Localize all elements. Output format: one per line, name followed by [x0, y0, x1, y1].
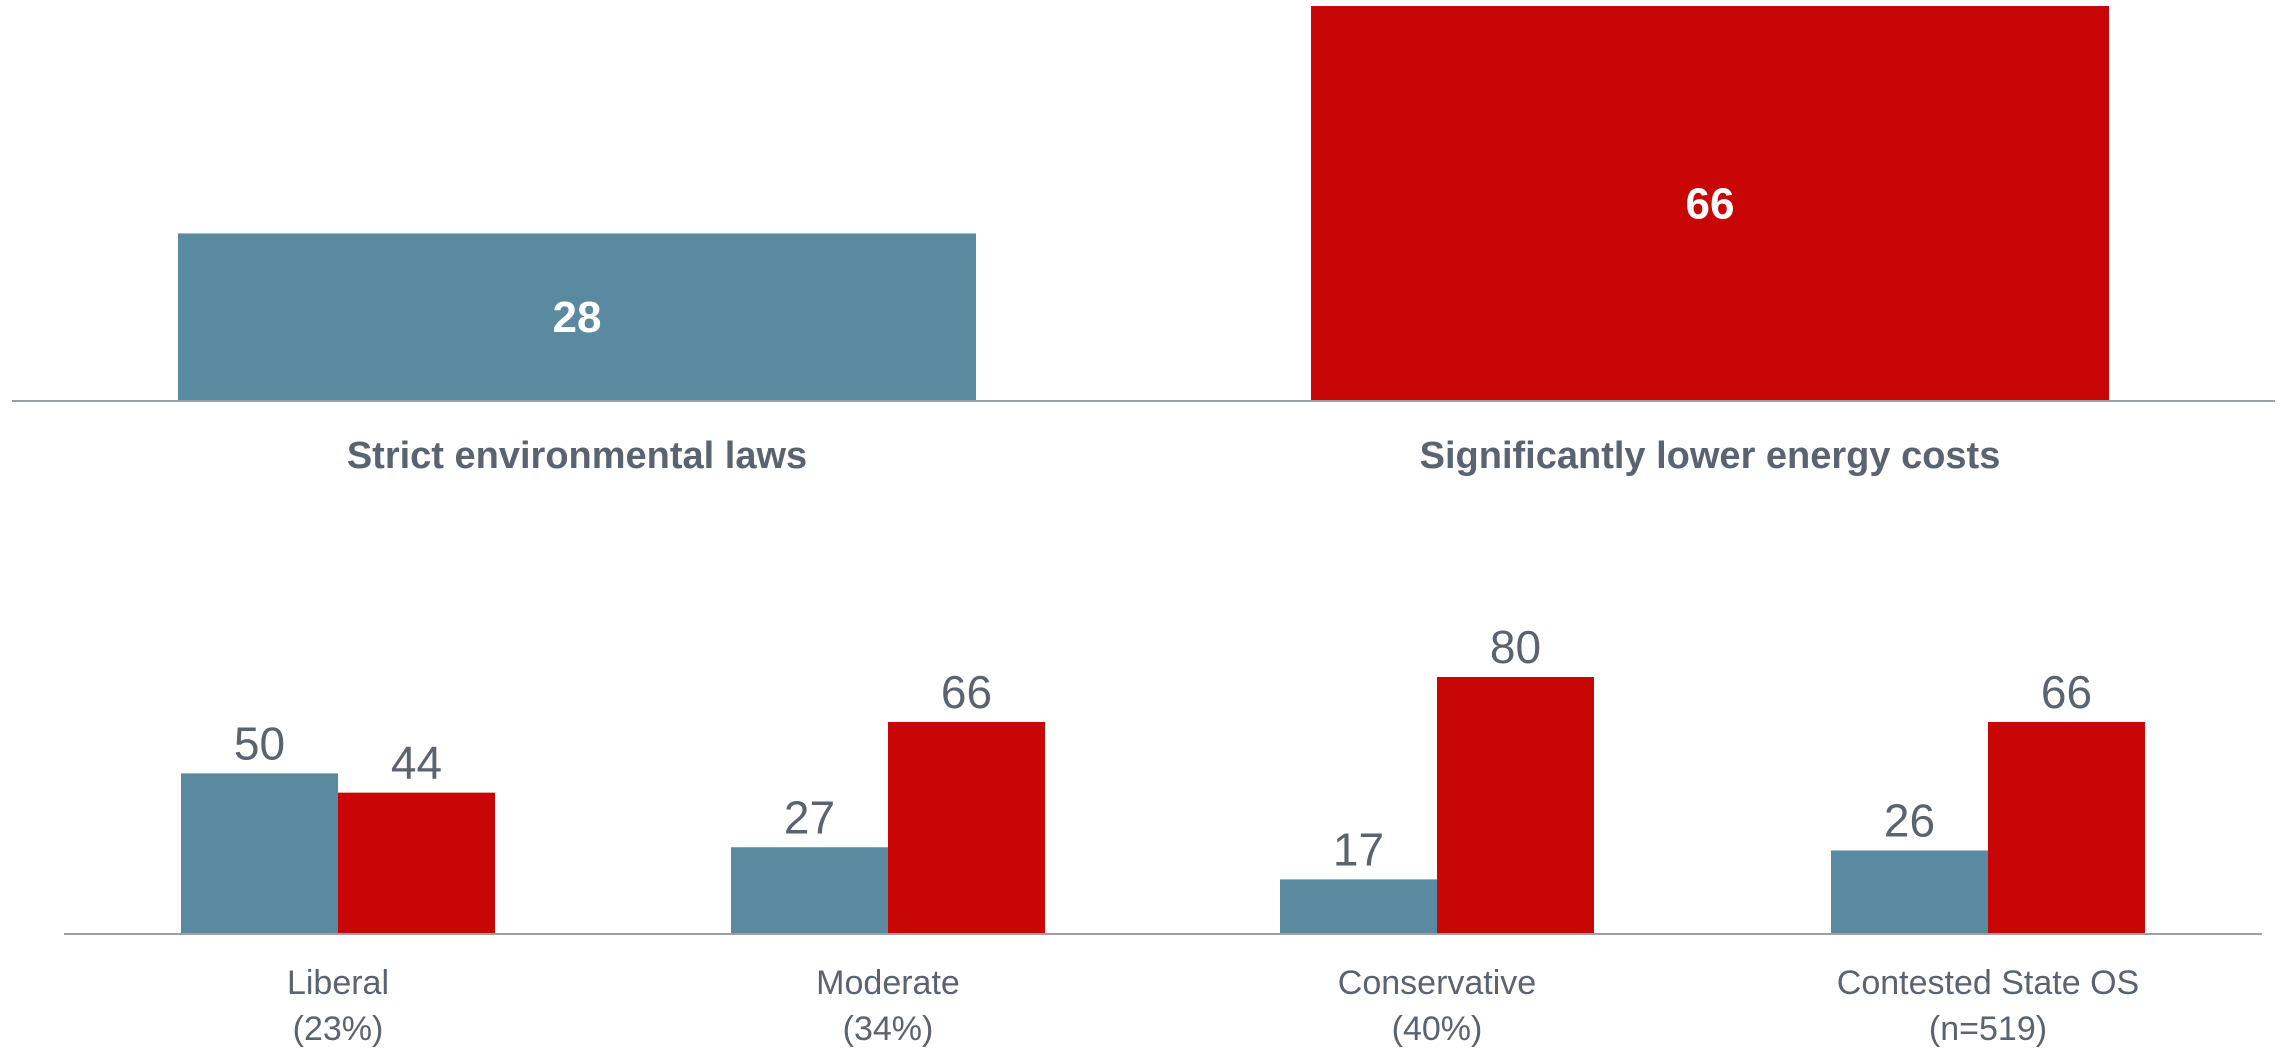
category-sublabel-1: (34%) — [843, 1010, 934, 1048]
top-bar-1 — [1311, 6, 2109, 401]
category-sublabel-2: (40%) — [1392, 1010, 1483, 1048]
top-bar-value-0: 28 — [553, 293, 602, 342]
top-bar-value-1: 66 — [1686, 180, 1735, 229]
bar-value-1-2: 80 — [1490, 621, 1541, 673]
bar-0-0 — [181, 773, 338, 934]
bar-1-2 — [1437, 677, 1594, 934]
category-sublabel-3: (n=519) — [1929, 1010, 2047, 1048]
bottom-chart: 50 44 Liberal (23%) 27 66 Moderate (34%) 17 80 Con… — [64, 621, 2262, 1048]
bar-value-1-0: 44 — [391, 737, 442, 789]
category-label-1: Moderate — [816, 964, 960, 1002]
bar-value-0-0: 50 — [234, 717, 285, 769]
bar-1-3 — [1988, 721, 2145, 934]
category-label-2: Conservative — [1338, 964, 1536, 1002]
category-label-0: Liberal — [287, 964, 389, 1002]
bar-value-0-2: 17 — [1333, 823, 1384, 875]
bar-value-1-3: 66 — [2041, 666, 2092, 718]
top-bar-0 — [178, 233, 976, 401]
top-chart: 28 Strict environmental laws 66 Significant… — [12, 6, 2275, 477]
bar-value-0-3: 26 — [1884, 794, 1935, 846]
category-label-3: Contested State OS — [1837, 964, 2139, 1002]
bar-0-3 — [1831, 850, 1988, 934]
bar-value-0-1: 27 — [784, 791, 835, 843]
top-category-label-1: Significantly lower energy costs — [1420, 435, 2001, 477]
bar-0-2 — [1280, 879, 1437, 934]
bar-0-1 — [731, 847, 888, 934]
top-category-label-0: Strict environmental laws — [347, 435, 807, 477]
bar-value-1-1: 66 — [941, 666, 992, 718]
bar-1-0 — [338, 792, 495, 934]
category-sublabel-0: (23%) — [293, 1010, 384, 1048]
bar-1-1 — [888, 721, 1045, 934]
